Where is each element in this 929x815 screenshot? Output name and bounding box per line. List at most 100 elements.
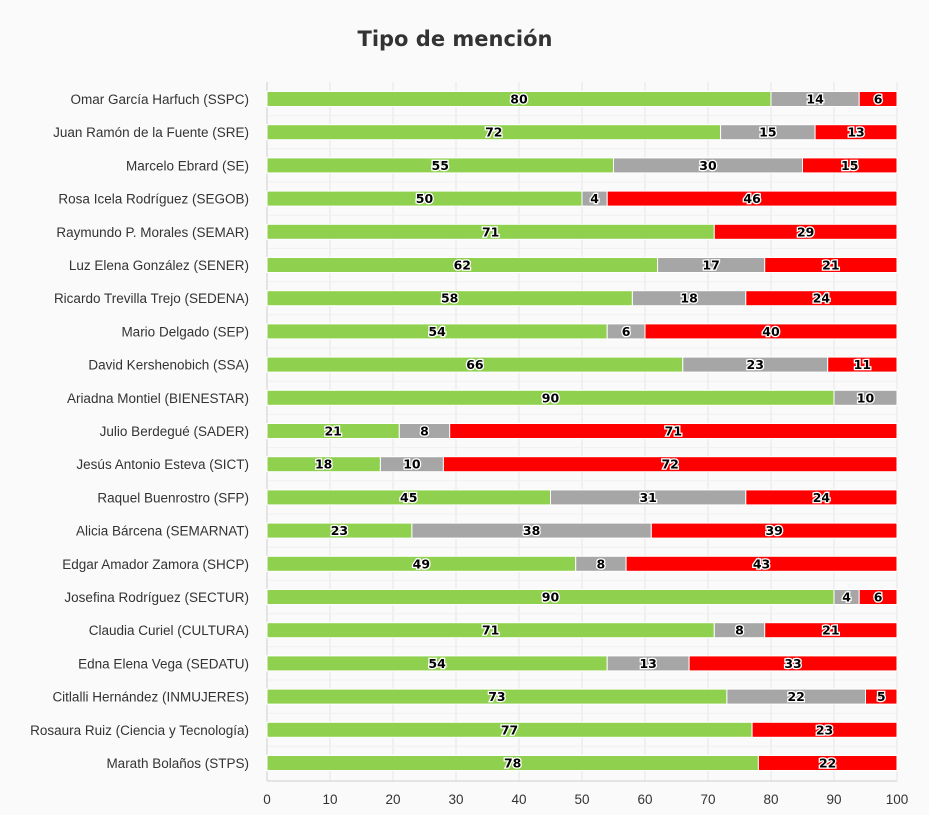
x-tick-label: 70 — [700, 792, 715, 807]
bar-segment — [745, 489, 898, 506]
data-label: 90 — [542, 390, 560, 405]
category-label: Julio Berdegué (SADER) — [100, 424, 249, 439]
data-label: 30 — [699, 158, 717, 173]
data-label: 4 — [590, 191, 599, 206]
data-label: 31 — [639, 490, 656, 505]
data-label: 46 — [743, 191, 761, 206]
x-tick-label: 10 — [322, 792, 337, 807]
bar-segment — [827, 356, 898, 373]
category-label: Josefina Rodríguez (SECTUR) — [64, 590, 249, 605]
data-label: 71 — [482, 224, 499, 239]
data-label: 54 — [428, 656, 446, 671]
bar-segment — [442, 456, 898, 473]
data-label: 23 — [816, 722, 833, 737]
category-label: Edna Elena Vega (SEDATU) — [78, 656, 249, 671]
data-label: 18 — [680, 291, 697, 306]
bar-segment — [833, 389, 898, 406]
category-label: Claudia Curiel (CULTURA) — [89, 623, 249, 638]
x-tick-label: 30 — [448, 792, 463, 807]
data-label: 8 — [735, 623, 744, 638]
bar-segment — [449, 423, 898, 439]
x-tick-label: 60 — [637, 792, 652, 807]
category-label: David Kershenobich (SSA) — [88, 358, 249, 373]
data-label: 71 — [665, 424, 682, 439]
data-label: 13 — [847, 125, 864, 140]
data-label: 39 — [765, 523, 782, 538]
category-label: Omar García Harfuch (SSPC) — [70, 92, 249, 107]
data-label: 8 — [420, 424, 429, 439]
data-label: 77 — [501, 722, 518, 737]
data-label: 73 — [488, 689, 505, 704]
data-label: 6 — [622, 324, 631, 339]
x-tick-label: 100 — [886, 792, 909, 807]
data-label: 58 — [441, 291, 458, 306]
category-label: Rosa Icela Rodríguez (SEGOB) — [58, 192, 249, 207]
data-label: 50 — [416, 191, 434, 206]
x-tick-label: 50 — [574, 792, 589, 807]
bar-segment — [858, 91, 898, 107]
category-label: Citlalli Hernández (INMUJERES) — [52, 690, 249, 705]
data-label: 45 — [400, 490, 417, 505]
category-label: Marcelo Ebrard (SE) — [126, 158, 249, 173]
bar-segment — [644, 323, 898, 340]
data-label: 72 — [661, 457, 678, 472]
data-label: 21 — [822, 258, 839, 273]
category-label: Raquel Buenrostro (SFP) — [97, 490, 249, 505]
data-label: 40 — [762, 324, 780, 339]
data-label: 29 — [797, 224, 814, 239]
category-label: Edgar Amador Zamora (SHCP) — [62, 557, 249, 572]
category-label: Ariadna Montiel (BIENESTAR) — [67, 391, 249, 406]
bar-segment — [814, 124, 898, 141]
data-label: 54 — [428, 324, 446, 339]
data-label: 33 — [784, 656, 801, 671]
data-label: 80 — [510, 92, 528, 107]
x-tick-label: 20 — [385, 792, 400, 807]
data-label: 6 — [874, 92, 883, 107]
data-label: 10 — [403, 457, 421, 472]
bar-segment — [650, 522, 898, 539]
data-label: 62 — [454, 258, 471, 273]
data-label: 22 — [819, 756, 836, 771]
data-label: 90 — [542, 590, 560, 605]
data-label: 18 — [315, 457, 332, 472]
data-label: 71 — [482, 623, 499, 638]
data-label: 15 — [759, 125, 776, 140]
category-label: Alicia Bárcena (SEMARNAT) — [76, 524, 249, 539]
data-label: 8 — [597, 556, 606, 571]
x-tick-label: 80 — [763, 792, 778, 807]
bar-segment — [764, 622, 898, 639]
category-label: Marath Bolaños (STPS) — [106, 756, 249, 771]
data-label: 22 — [787, 689, 804, 704]
data-label: 23 — [331, 523, 348, 538]
category-label: Jesús Antonio Esteva (SICT) — [76, 457, 249, 472]
x-tick-label: 40 — [511, 792, 526, 807]
data-label: 78 — [504, 756, 521, 771]
data-label: 21 — [324, 424, 341, 439]
data-label: 49 — [413, 556, 430, 571]
bar-segment — [865, 688, 898, 705]
data-label: 15 — [841, 158, 858, 173]
data-label: 6 — [874, 590, 883, 605]
bar-segment — [858, 589, 898, 605]
bar-segment — [688, 655, 898, 672]
x-tick-label: 0 — [263, 792, 271, 807]
bar-segment — [802, 157, 898, 174]
data-label: 17 — [702, 258, 719, 273]
data-label: 38 — [523, 523, 540, 538]
data-label: 55 — [432, 158, 449, 173]
category-label: Ricardo Trevilla Trejo (SEDENA) — [54, 291, 249, 306]
data-label: 11 — [854, 357, 871, 372]
data-label: 24 — [813, 490, 831, 505]
data-label: 14 — [806, 92, 824, 107]
x-tick-label: 90 — [826, 792, 841, 807]
bar-segment — [764, 257, 898, 273]
data-label: 66 — [466, 357, 484, 372]
data-label: 24 — [813, 291, 831, 306]
data-label: 13 — [639, 656, 656, 671]
bar-segment — [757, 755, 898, 771]
data-label: 72 — [485, 125, 502, 140]
bar-segment — [745, 290, 898, 307]
category-label: Raymundo P. Morales (SEMAR) — [56, 225, 249, 240]
